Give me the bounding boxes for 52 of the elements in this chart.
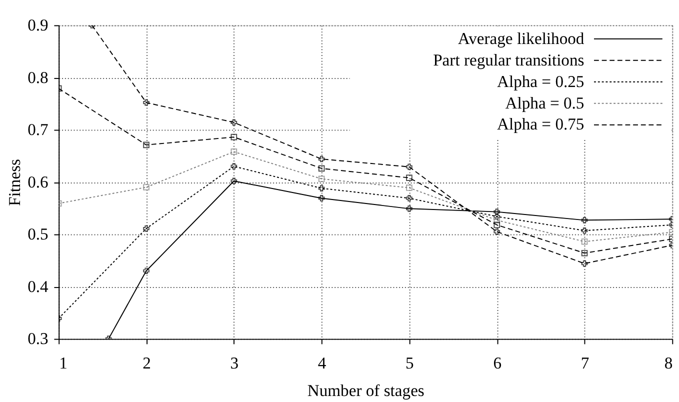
x-tick-label: 7 xyxy=(580,354,590,373)
y-tick-label: 0.6 xyxy=(28,172,48,192)
x-tick-label: 5 xyxy=(406,354,414,373)
point xyxy=(581,260,588,267)
point xyxy=(406,195,412,202)
point xyxy=(318,156,325,162)
point xyxy=(406,164,412,170)
point xyxy=(230,178,238,184)
y-tick-label: 0.5 xyxy=(28,224,48,244)
point xyxy=(406,174,412,181)
point xyxy=(494,228,500,235)
legend-label: Alpha = 0.5 xyxy=(505,93,584,112)
y-tick-label: 0.8 xyxy=(28,68,48,87)
point xyxy=(143,268,150,274)
point xyxy=(494,213,500,220)
x-axis-title: Number of stages xyxy=(307,380,424,400)
point xyxy=(581,217,588,224)
point xyxy=(143,225,150,232)
y-axis-title: Fitness xyxy=(4,158,24,206)
point xyxy=(494,208,500,215)
point xyxy=(143,142,150,148)
point xyxy=(581,227,588,234)
legend-label: Alpha = 0.25 xyxy=(496,72,584,91)
point xyxy=(230,134,238,140)
point xyxy=(318,195,325,202)
point xyxy=(406,206,412,212)
point xyxy=(318,176,325,182)
point xyxy=(318,185,325,192)
y-tick-label: 0.9 xyxy=(28,16,48,35)
point xyxy=(230,119,238,126)
x-tick-label: 1 xyxy=(59,354,68,373)
point xyxy=(581,250,588,256)
point xyxy=(318,165,325,172)
y-tick-label: 0.4 xyxy=(28,276,50,296)
point xyxy=(494,222,500,228)
y-tick-label: 0.7 xyxy=(28,120,48,140)
legend-label: Alpha = 0.75 xyxy=(496,114,584,134)
point xyxy=(230,163,238,170)
point xyxy=(230,148,238,155)
legend-label: Average likelihood xyxy=(458,28,585,48)
point xyxy=(143,184,150,190)
legend-label: Part regular transitions xyxy=(433,50,584,70)
x-tick-label: 6 xyxy=(493,354,502,373)
x-tick-label: 4 xyxy=(318,354,327,373)
x-tick-label: 3 xyxy=(230,354,239,373)
y-tick-label: 0.3 xyxy=(28,329,48,348)
point xyxy=(143,99,150,106)
point xyxy=(494,217,500,224)
point xyxy=(581,238,588,245)
point xyxy=(406,184,412,191)
x-tick-label: 2 xyxy=(142,354,151,373)
x-tick-label: 8 xyxy=(664,354,673,373)
